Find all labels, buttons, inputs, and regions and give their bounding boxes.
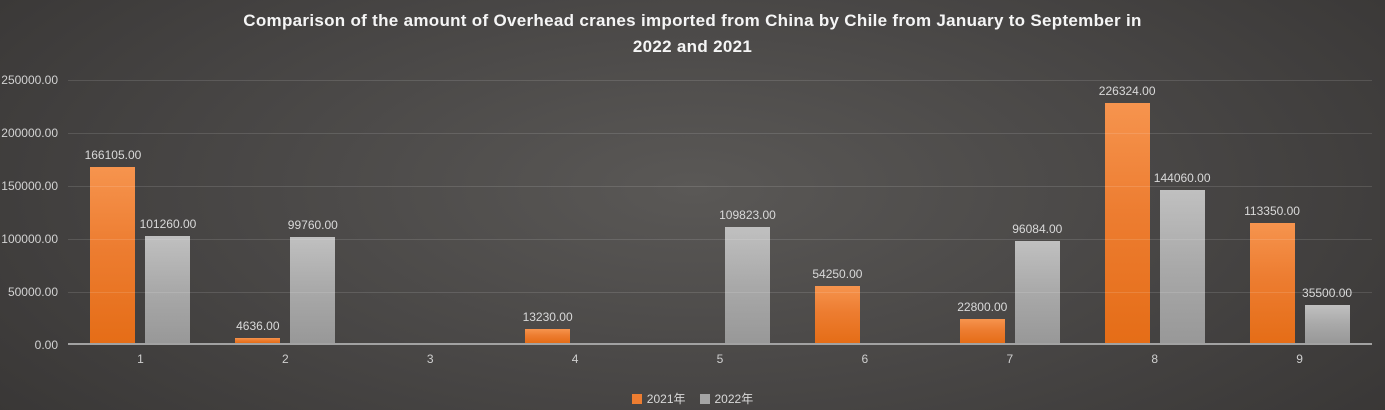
x-axis-label-4: 4	[571, 352, 579, 366]
x-axis-label-6: 6	[861, 352, 869, 366]
bar-2021-month-4[interactable]: 13230.00	[523, 310, 573, 343]
bar-2021-month-2[interactable]: 4636.00	[235, 319, 281, 343]
bar-2021-month-8[interactable]: 226324.00	[1099, 84, 1156, 343]
category-4: 13230.00	[503, 80, 648, 343]
bar-2022-month-8[interactable]: 144060.00	[1154, 171, 1211, 343]
category-3	[358, 80, 503, 343]
bar-2022-month-5[interactable]: 109823.00	[719, 208, 776, 343]
value-label-2021-month-1: 166105.00	[84, 147, 142, 162]
bar-2021-month-7[interactable]: 22800.00	[957, 300, 1007, 343]
bar-2022-month-1[interactable]: 101260.00	[140, 217, 196, 343]
bar-2021-month-1[interactable]: 166105.00	[85, 148, 141, 343]
chart-title-line-2: 2022 and 2021	[632, 37, 753, 56]
gridline-150000	[68, 186, 1372, 187]
y-axis-label-250000: 250000.00	[1, 73, 58, 87]
legend-label-2021: 2021年	[646, 392, 686, 406]
legend-swatch-2021	[631, 393, 642, 404]
category-9: 113350.00 35500.00	[1227, 80, 1372, 343]
legend: 2021年 2022年	[0, 390, 1385, 407]
value-label-2022-month-1: 101260.00	[139, 216, 197, 231]
y-axis-label-150000: 150000.00	[1, 179, 58, 193]
category-8: 226324.00 144060.00	[1082, 80, 1227, 343]
bar-2022-month-7[interactable]: 96084.00	[1012, 222, 1062, 343]
value-label-2022-month-2: 99760.00	[287, 218, 338, 233]
category-7: 22800.00 96084.00	[937, 80, 1082, 343]
x-axis-label-2: 2	[281, 352, 289, 366]
legend-item-2021[interactable]: 2021年	[631, 390, 686, 407]
legend-item-2022[interactable]: 2022年	[699, 390, 754, 407]
y-axis-label-100000: 100000.00	[1, 232, 58, 246]
gridline-200000	[68, 133, 1372, 134]
x-axis-label-9: 9	[1296, 352, 1303, 366]
value-label-2022-month-5: 109823.00	[719, 207, 776, 222]
value-label-2021-month-8: 226324.00	[1098, 84, 1156, 99]
value-label-2021-month-2: 4636.00	[236, 319, 280, 334]
category-5: 109823.00	[648, 80, 793, 343]
legend-swatch-2022	[699, 393, 710, 404]
y-axis-label-200000: 200000.00	[1, 126, 58, 140]
y-axis-label-0: 0.00	[34, 338, 58, 352]
y-axis-label-50000: 50000.00	[7, 285, 58, 299]
plot-area: 166105.00 101260.00 4636.00 99760.00 13230.0…	[68, 80, 1372, 345]
value-label-2021-month-9: 113350.00	[1244, 203, 1300, 218]
bar-2021-month-9[interactable]: 113350.00	[1244, 204, 1300, 343]
legend-label-2022: 2022年	[714, 392, 754, 406]
x-axis-label-3: 3	[426, 352, 434, 366]
value-label-2022-month-7: 96084.00	[1012, 222, 1063, 237]
chart-title-line-1: Comparison of the amount of Overhead cra…	[243, 11, 1142, 30]
category-6: 54250.00	[792, 80, 937, 343]
bars-region: 166105.00 101260.00 4636.00 99760.00 13230.0…	[68, 80, 1372, 343]
chart-title: Comparison of the amount of Overhead cra…	[0, 8, 1385, 60]
category-2: 4636.00 99760.00	[213, 80, 358, 343]
x-axis-label-7: 7	[1006, 352, 1014, 366]
x-axis: 1 2 3 4 5 6 7 8 9	[68, 352, 1372, 366]
x-axis-label-8: 8	[1151, 352, 1159, 366]
x-axis-label-1: 1	[137, 352, 144, 366]
value-label-2022-month-9: 35500.00	[1302, 286, 1353, 301]
value-label-2021-month-4: 13230.00	[522, 309, 573, 324]
category-1: 166105.00 101260.00	[68, 80, 213, 343]
x-axis-label-5: 5	[716, 352, 724, 366]
gridline-50000	[68, 292, 1372, 293]
y-axis: 250000.00 200000.00 150000.00 100000.00 5000…	[0, 73, 58, 352]
value-label-2021-month-6: 54250.00	[812, 266, 863, 281]
gridline-250000	[68, 80, 1372, 81]
bar-2022-month-2[interactable]: 99760.00	[288, 218, 338, 343]
gridline-100000	[68, 239, 1372, 240]
value-label-2022-month-8: 144060.00	[1153, 171, 1211, 186]
bar-2021-month-6[interactable]: 54250.00	[812, 267, 862, 343]
value-label-2021-month-7: 22800.00	[957, 299, 1008, 314]
bar-2022-month-9[interactable]: 35500.00	[1302, 286, 1352, 343]
